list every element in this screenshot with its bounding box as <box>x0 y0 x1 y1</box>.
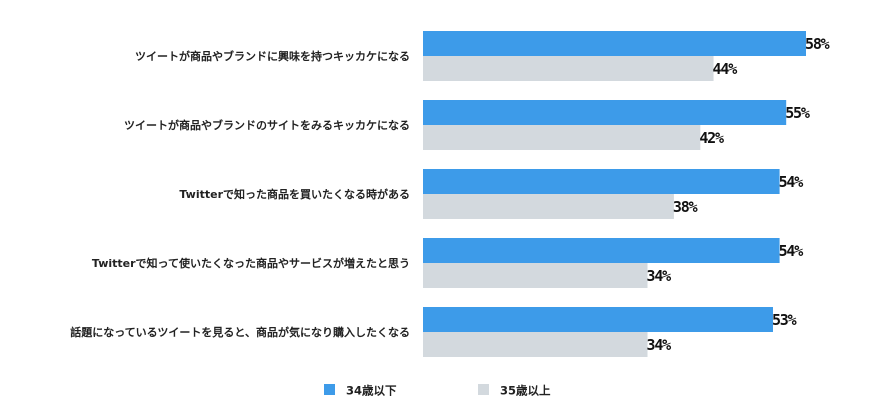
legend-swatch <box>478 384 489 395</box>
bar-35-and-over <box>423 56 714 81</box>
bar-34-and-under <box>423 100 787 125</box>
value-label: 34% <box>647 336 672 354</box>
bar-35-and-over <box>423 194 674 219</box>
bar-35-and-over <box>423 332 648 357</box>
value-label: 42% <box>699 129 724 147</box>
category-labels: ツイートが商品やブランドに興味を持つキッカケになるツイートが商品やブランドのサイ… <box>70 49 410 339</box>
bar-35-and-over <box>423 263 648 288</box>
value-label: 44% <box>713 60 738 78</box>
category-label: Twitterで知った商品を買いたくなる時がある <box>179 187 410 201</box>
category-label: 話題になっているツイートを見ると、商品が気になり購入したくなる <box>70 325 410 339</box>
bar-34-and-under <box>423 31 806 56</box>
category-label: ツイートが商品やブランドのサイトをみるキッカケになる <box>124 118 410 132</box>
value-label: 54% <box>779 173 804 191</box>
bar-34-and-under <box>423 238 780 263</box>
value-label: 58% <box>805 35 830 53</box>
value-label: 54% <box>779 242 804 260</box>
value-label: 55% <box>785 104 810 122</box>
value-label: 38% <box>673 198 698 216</box>
category-label: ツイートが商品やブランドに興味を持つキッカケになる <box>135 49 410 63</box>
category-label: Twitterで知って使いたくなった商品やサービスが増えたと思う <box>92 256 410 270</box>
bar-35-and-over <box>423 125 701 150</box>
bar-34-and-under <box>423 169 780 194</box>
bars <box>423 31 806 357</box>
legend-label: 34歳以下 <box>346 384 397 398</box>
value-label: 34% <box>647 267 672 285</box>
value-label: 53% <box>772 311 797 329</box>
value-labels: 58% 44% 55% 42% 54% 38% 54% 34% 53% 34% <box>647 35 831 354</box>
legend: 34歳以下 35歳以上 <box>324 384 551 398</box>
legend-swatch <box>324 384 335 395</box>
legend-label: 35歳以上 <box>500 384 551 398</box>
bar-34-and-under <box>423 307 773 332</box>
